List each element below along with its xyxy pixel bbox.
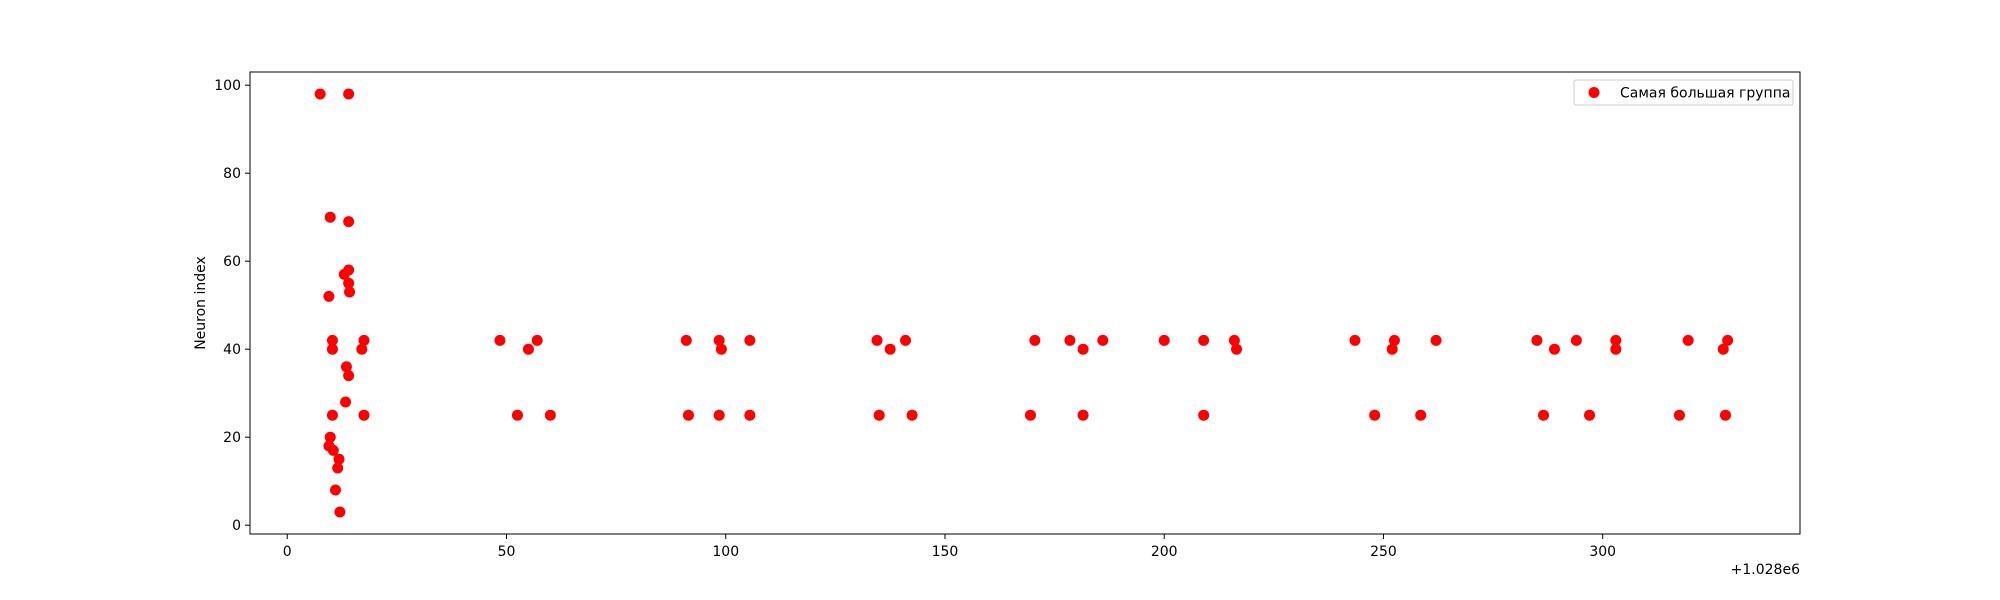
data-point: [326, 343, 338, 355]
data-point: [343, 370, 355, 382]
data-point: [1548, 343, 1560, 355]
data-point: [326, 409, 338, 421]
data-point: [494, 334, 506, 346]
data-point: [1198, 334, 1210, 346]
x-tick-label: 250: [1370, 544, 1397, 560]
data-point: [323, 290, 335, 302]
data-point: [1349, 334, 1361, 346]
y-tick-label: 20: [223, 430, 241, 446]
data-point: [1537, 409, 1549, 421]
data-point: [1077, 409, 1089, 421]
y-axis-label: Neuron index: [193, 256, 209, 350]
data-points: [314, 88, 1734, 518]
data-point: [333, 453, 345, 465]
data-point: [314, 88, 326, 100]
data-point: [344, 286, 356, 298]
data-point: [715, 343, 727, 355]
data-point: [1610, 343, 1622, 355]
y-tick-label: 40: [223, 342, 241, 358]
data-point: [327, 444, 339, 456]
y-tick-label: 0: [232, 518, 241, 534]
plot-area: [250, 72, 1800, 534]
data-point: [1077, 343, 1089, 355]
data-point: [324, 431, 336, 443]
data-point: [744, 334, 756, 346]
data-point: [1097, 334, 1109, 346]
data-point: [871, 334, 883, 346]
data-point: [330, 484, 341, 496]
data-point: [1673, 409, 1685, 421]
x-offset-label: +1.028e6: [1731, 562, 1800, 578]
x-tick-label: 300: [1589, 544, 1616, 560]
data-point: [1531, 334, 1543, 346]
data-point: [900, 334, 912, 346]
legend: Самая большая группа: [1573, 79, 1794, 106]
x-tick-label: 50: [498, 544, 516, 560]
x-tick-label: 100: [712, 544, 739, 560]
data-point: [1198, 409, 1210, 421]
legend-marker: [1588, 87, 1600, 98]
data-point: [744, 409, 756, 421]
data-point: [1064, 334, 1076, 346]
data-point: [1415, 409, 1427, 421]
data-point: [544, 409, 556, 421]
data-point: [1584, 409, 1596, 421]
x-tick-label: 0: [283, 544, 292, 560]
data-point: [343, 216, 355, 228]
x-axis: 0 50 100 150 200 250 300: [283, 534, 1616, 560]
data-point: [340, 396, 352, 408]
plot-frame: [249, 71, 1801, 535]
data-point: [884, 343, 896, 355]
data-point: [332, 462, 344, 474]
data-point: [324, 211, 336, 223]
data-point: [1024, 409, 1036, 421]
data-point: [1369, 409, 1381, 421]
data-point: [343, 264, 355, 276]
data-point: [1610, 334, 1622, 346]
data-point: [1228, 334, 1240, 346]
data-point: [1719, 409, 1731, 421]
legend-label: Самая большая группа: [1620, 86, 1790, 102]
data-point: [1570, 334, 1582, 346]
data-point: [531, 334, 543, 346]
data-point: [1722, 334, 1734, 346]
data-point: [1717, 343, 1729, 355]
data-point: [906, 409, 918, 421]
data-point: [680, 334, 692, 346]
data-point: [343, 88, 355, 100]
data-point: [334, 506, 346, 518]
data-point: [358, 409, 370, 421]
x-tick-label: 200: [1151, 544, 1178, 560]
y-tick-label: 100: [214, 78, 241, 94]
legend-box: [1573, 79, 1794, 106]
y-tick-label: 60: [223, 254, 241, 270]
data-point: [1682, 334, 1694, 346]
data-point: [326, 334, 338, 346]
data-point: [1386, 343, 1398, 355]
data-point: [873, 409, 885, 421]
data-point: [1231, 343, 1243, 355]
x-tick-label: 150: [932, 544, 959, 560]
data-point: [713, 409, 725, 421]
data-point: [340, 361, 352, 373]
data-point: [522, 343, 534, 355]
data-point: [713, 334, 725, 346]
data-point: [1430, 334, 1442, 346]
y-axis: 0 20 40 60 80 100: [214, 78, 250, 534]
y-tick-label: 80: [223, 166, 241, 182]
data-point: [511, 409, 523, 421]
data-point: [1029, 334, 1041, 346]
data-point: [1388, 334, 1400, 346]
data-point: [1158, 334, 1170, 346]
data-point: [358, 334, 370, 346]
data-point: [343, 277, 355, 289]
data-point: [356, 343, 368, 355]
data-point: [682, 409, 694, 421]
